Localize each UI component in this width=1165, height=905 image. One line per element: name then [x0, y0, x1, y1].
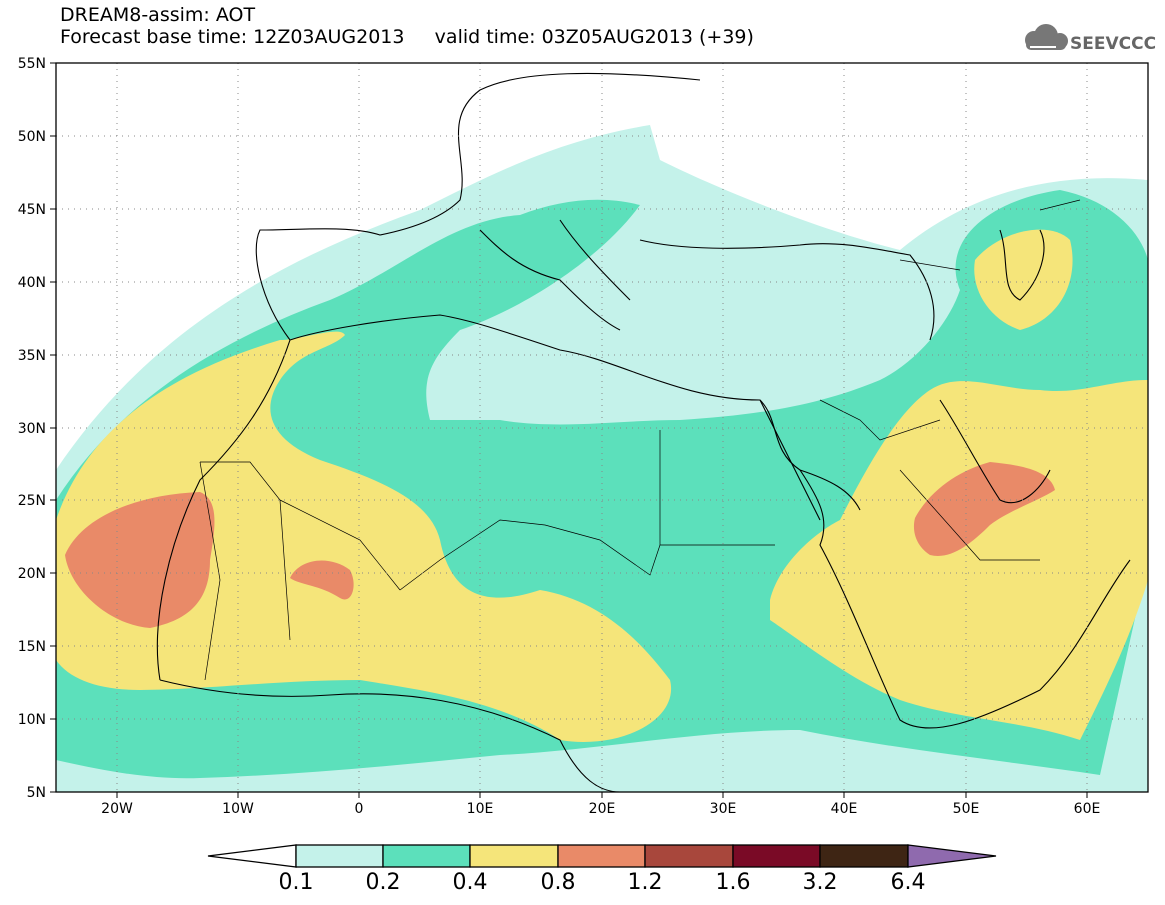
colorbar-low-arrow — [207, 844, 297, 868]
lat-label: 30N — [18, 421, 46, 437]
legend-label: 1.6 — [715, 870, 751, 895]
legend-label: 0.2 — [365, 870, 401, 895]
lon-label: 50E — [953, 801, 980, 817]
aot-band-0.8-westafrica — [65, 492, 215, 628]
colorbar-swatch — [557, 844, 646, 868]
aot-band-0.8-gulf — [913, 462, 1055, 556]
legend-label: 0.8 — [540, 870, 576, 895]
lat-label: 35N — [18, 348, 46, 364]
chart-title: DREAM8-assim: AOT — [60, 4, 256, 26]
legend-label: 0.1 — [278, 870, 314, 895]
lon-label: 0 — [355, 801, 364, 817]
graticule — [56, 63, 1148, 792]
colorbar-swatch — [382, 844, 471, 868]
lon-labels: 20W 10W 0 10E 20E 30E 40E 50E 60E — [101, 801, 1100, 817]
aot-band-0.2-balkan — [510, 205, 600, 259]
borders — [199, 199, 1081, 681]
lat-label: 50N — [18, 129, 46, 145]
lat-label: 55N — [18, 56, 46, 72]
lon-label: 20E — [589, 801, 616, 817]
colorbar-swatch — [819, 844, 909, 868]
colorbar-high-arrow — [907, 844, 997, 868]
lon-label: 10W — [222, 801, 254, 817]
colorbar-swatch — [732, 844, 821, 868]
aot-band-0.4-arabia — [770, 380, 1148, 740]
lon-label: 30E — [710, 801, 737, 817]
aot-band-0.4 — [56, 331, 672, 742]
lat-label: 5N — [27, 785, 46, 801]
colorbar-swatch — [469, 844, 559, 868]
forecast-time-subtitle: Forecast base time: 12Z03AUG2013 valid t… — [60, 26, 754, 48]
logo-text: SEEVCCC — [1070, 34, 1156, 54]
lon-label: 20W — [101, 801, 133, 817]
lon-label: 10E — [467, 801, 494, 817]
legend-label: 6.4 — [890, 870, 926, 895]
colorbar-swatch — [295, 844, 384, 868]
legend-label: 1.2 — [627, 870, 663, 895]
legend-label: 0.4 — [452, 870, 488, 895]
lon-label: 60E — [1074, 801, 1101, 817]
aot-band-0.4-caspian — [974, 229, 1073, 330]
legend-label: 3.2 — [802, 870, 838, 895]
lat-labels: 55N 50N 45N 40N 35N 30N 25N 20N 15N 10N … — [18, 56, 46, 801]
lat-label: 25N — [18, 493, 46, 509]
colorbar — [207, 844, 997, 868]
lat-label: 10N — [18, 712, 46, 728]
colorbar-swatch — [644, 844, 734, 868]
aot-band-0.8-mali — [290, 560, 354, 600]
lat-label: 45N — [18, 202, 46, 218]
lon-label: 40E — [831, 801, 858, 817]
lat-label: 20N — [18, 566, 46, 582]
coastlines — [156, 72, 1131, 792]
axis-ticks — [50, 62, 1088, 798]
lat-label: 15N — [18, 639, 46, 655]
lat-label: 40N — [18, 275, 46, 291]
seevccc-logo: SEEVCCC — [1025, 24, 1156, 54]
